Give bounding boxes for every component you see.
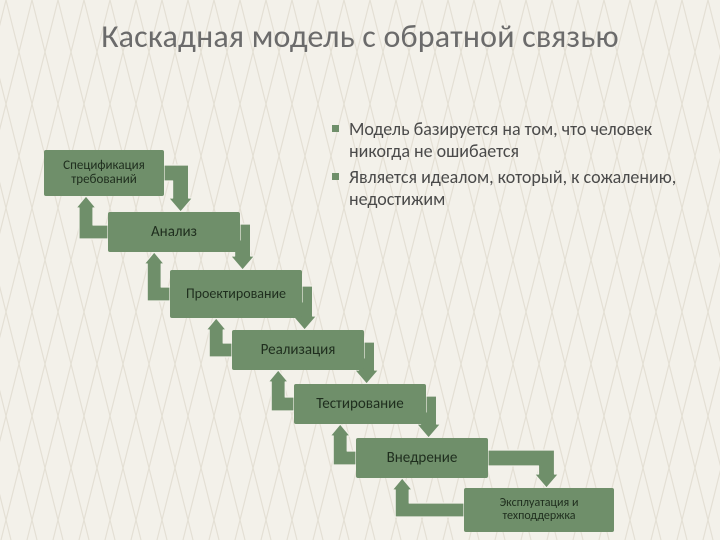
stage-box-vnedr: Внедрение (356, 438, 488, 478)
stage-box-test: Тестирование (294, 384, 426, 424)
stage-box-real: Реализация (232, 330, 364, 370)
stage-box-label: Внедрение (387, 450, 458, 467)
stage-box-expl: Эксплуатация и техподдержка (464, 488, 614, 532)
page-title: Каскадная модель с обратной связью (0, 18, 720, 56)
bullet-text: Является идеалом, который, к сожалению, … (349, 166, 692, 210)
bullet-marker (332, 125, 339, 132)
stage-box-label: Реализация (261, 342, 336, 359)
stage-box-proj: Проектирование (170, 270, 302, 318)
stage-box-label: Эксплуатация и техподдержка (468, 497, 610, 523)
stage-box-label: Тестирование (316, 396, 403, 413)
bullet-item: Модель базируется на том, что человек ни… (332, 118, 692, 162)
bullet-marker (332, 173, 339, 180)
bullet-item: Является идеалом, который, к сожалению, … (332, 166, 692, 210)
stage-box-spec: Спецификация требований (44, 150, 164, 196)
stage-box-label: Спецификация требований (48, 159, 160, 188)
stage-box-anal: Анализ (108, 212, 240, 252)
stage-box-label: Проектирование (186, 286, 286, 301)
bullet-text: Модель базируется на том, что человек ни… (349, 118, 692, 162)
stage-box-label: Анализ (151, 224, 197, 241)
